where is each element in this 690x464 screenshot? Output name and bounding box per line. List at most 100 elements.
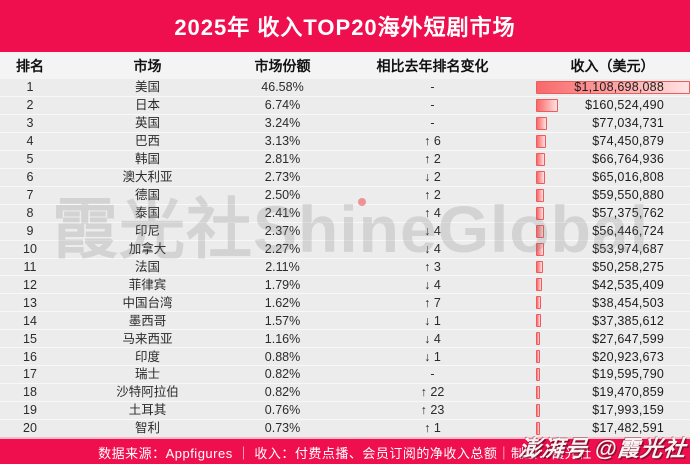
share-cell: 0.82% bbox=[264, 385, 301, 400]
share-cell: 1.62% bbox=[264, 295, 301, 310]
revenue-value: $20,923,673 bbox=[592, 349, 664, 364]
rank-cell: 7 bbox=[26, 187, 34, 202]
revenue-databar bbox=[536, 332, 541, 346]
rank-cell: 17 bbox=[23, 367, 37, 382]
rank-cell: 8 bbox=[26, 205, 34, 220]
change-cell: ↓ 4 bbox=[424, 277, 441, 292]
rank-cell: 3 bbox=[26, 116, 34, 131]
revenue-value: $56,446,724 bbox=[592, 223, 664, 238]
table-row: 5 韩国 2.81% ↑ 2 $66,764,936 bbox=[0, 149, 690, 168]
change-cell: ↑ 22 bbox=[420, 385, 445, 400]
rank-cell: 19 bbox=[23, 403, 37, 418]
revenue-cell: $1,108,698,088 bbox=[535, 79, 690, 96]
table-row: 17 瑞士 0.82% - $19,595,790 bbox=[0, 365, 690, 383]
revenue-databar bbox=[536, 152, 546, 166]
table-row: 19 土耳其 0.76% ↑ 23 $17,993,159 bbox=[0, 401, 690, 419]
revenue-value: $50,258,275 bbox=[592, 259, 664, 274]
revenue-cell: $66,764,936 bbox=[535, 151, 690, 168]
revenue-cell: $50,258,275 bbox=[535, 259, 690, 276]
change-cell: ↓ 4 bbox=[424, 223, 441, 238]
change-cell: ↑ 6 bbox=[424, 134, 441, 149]
revenue-cell: $37,385,612 bbox=[535, 312, 690, 329]
page-title: 2025年 收入TOP20海外短剧市场 bbox=[174, 15, 516, 40]
market-cell: 印尼 bbox=[134, 223, 160, 238]
change-cell: ↑ 2 bbox=[424, 152, 441, 167]
revenue-cell: $38,454,503 bbox=[535, 294, 690, 311]
revenue-value: $57,375,762 bbox=[592, 205, 664, 220]
table-row: 12 菲律宾 1.79% ↓ 4 $42,535,409 bbox=[0, 275, 690, 293]
market-cell: 日本 bbox=[134, 98, 160, 113]
revenue-cell: $27,647,599 bbox=[535, 330, 690, 347]
revenue-value: $1,108,698,088 bbox=[574, 80, 664, 95]
share-cell: 1.16% bbox=[264, 331, 301, 346]
revenue-databar bbox=[536, 224, 544, 238]
share-cell: 0.82% bbox=[264, 367, 301, 382]
market-cell: 智利 bbox=[134, 421, 160, 436]
market-cell: 加拿大 bbox=[128, 241, 167, 256]
revenue-databar bbox=[536, 134, 547, 148]
market-cell: 菲律宾 bbox=[128, 277, 167, 292]
revenue-databar bbox=[536, 188, 545, 202]
footer-bar: 数据来源：Appfigures ｜ 收入：付费点播、会员订阅的净收入总额｜制图：… bbox=[0, 437, 690, 464]
table-row: 18 沙特阿拉伯 0.82% ↑ 22 $19,470,859 bbox=[0, 383, 690, 401]
column-header-share: 市场份额 bbox=[254, 57, 311, 74]
share-cell: 2.37% bbox=[264, 223, 301, 238]
share-cell: 2.11% bbox=[265, 259, 300, 274]
market-cell: 泰国 bbox=[134, 205, 160, 220]
revenue-value: $19,595,790 bbox=[592, 367, 664, 382]
revenue-value: $160,524,490 bbox=[585, 98, 664, 113]
table-row: 7 德国 2.50% ↑ 2 $59,550,880 bbox=[0, 185, 690, 204]
share-cell: 3.13% bbox=[264, 134, 301, 149]
revenue-databar bbox=[536, 98, 559, 112]
share-cell: 1.57% bbox=[264, 313, 301, 328]
change-cell: ↑ 7 bbox=[424, 295, 441, 310]
market-cell: 中国台湾 bbox=[122, 295, 173, 310]
share-cell: 2.81% bbox=[264, 152, 301, 167]
share-cell: 0.88% bbox=[264, 349, 301, 364]
table-row: 13 中国台湾 1.62% ↑ 7 $38,454,503 bbox=[0, 293, 690, 311]
revenue-value: $53,974,687 bbox=[592, 241, 664, 256]
table-header-row: 排名 市场 市场份额 相比去年排名变化 收入（美元） bbox=[0, 52, 690, 79]
change-cell: ↑ 1 bbox=[424, 421, 441, 436]
share-cell: 1.79% bbox=[264, 277, 301, 292]
change-cell: ↓ 4 bbox=[424, 241, 441, 256]
change-cell: ↓ 2 bbox=[424, 169, 441, 184]
table-row: 15 马来西亚 1.16% ↓ 4 $27,647,599 bbox=[0, 329, 690, 347]
revenue-value: $38,454,503 bbox=[592, 295, 664, 310]
share-cell: 0.73% bbox=[264, 421, 301, 436]
rank-cell: 11 bbox=[23, 259, 37, 274]
revenue-databar bbox=[536, 368, 541, 382]
change-cell: - bbox=[430, 116, 435, 131]
revenue-databar bbox=[536, 404, 541, 418]
column-header-market: 市场 bbox=[133, 57, 162, 74]
revenue-cell: $57,375,762 bbox=[535, 205, 690, 222]
table-row: 6 澳大利亚 2.73% ↓ 2 $65,016,808 bbox=[0, 167, 690, 186]
change-cell: - bbox=[430, 367, 435, 382]
rank-cell: 20 bbox=[23, 421, 37, 436]
change-cell: - bbox=[430, 80, 435, 95]
table-row: 3 英国 3.24% - $77,034,731 bbox=[0, 113, 690, 132]
rank-cell: 15 bbox=[23, 331, 37, 346]
change-cell: ↑ 2 bbox=[424, 187, 441, 202]
rank-cell: 2 bbox=[26, 98, 34, 113]
table-body: 1 美国 46.58% - $1,108,698,088 2 日本 6.74% … bbox=[0, 79, 690, 437]
revenue-cell: $17,993,159 bbox=[535, 402, 690, 419]
market-cell: 沙特阿拉伯 bbox=[116, 385, 179, 400]
table-row: 9 印尼 2.37% ↓ 4 $56,446,724 bbox=[0, 221, 690, 240]
revenue-cell: $19,470,859 bbox=[535, 384, 690, 401]
rank-cell: 12 bbox=[23, 277, 37, 292]
revenue-databar bbox=[536, 422, 541, 436]
rank-cell: 9 bbox=[26, 223, 34, 238]
revenue-cell: $56,446,724 bbox=[535, 223, 690, 240]
table-row: 11 法国 2.11% ↑ 3 $50,258,275 bbox=[0, 257, 690, 276]
share-cell: 6.74% bbox=[264, 98, 301, 113]
change-cell: ↑ 3 bbox=[424, 259, 441, 274]
revenue-cell: $53,974,687 bbox=[535, 241, 690, 258]
table-row: 1 美国 46.58% - $1,108,698,088 bbox=[0, 79, 690, 96]
rank-cell: 16 bbox=[23, 349, 37, 364]
column-header-revenue: 收入（美元） bbox=[570, 57, 655, 74]
rank-cell: 4 bbox=[26, 134, 34, 149]
revenue-databar bbox=[536, 116, 547, 130]
revenue-databar bbox=[536, 242, 544, 256]
